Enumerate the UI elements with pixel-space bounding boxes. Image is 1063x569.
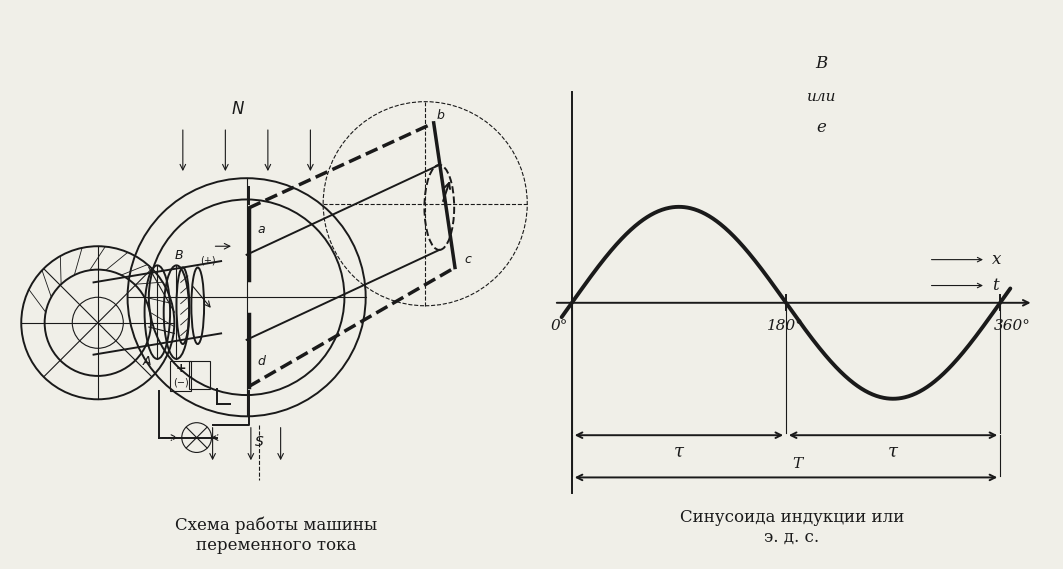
Text: (+): (+) (201, 255, 216, 265)
Text: Схема работы машины
переменного тока: Схема работы машины переменного тока (175, 517, 377, 554)
Text: t: t (992, 277, 998, 294)
Text: е: е (816, 119, 827, 136)
Text: или: или (807, 90, 837, 104)
Text: B: B (174, 249, 183, 262)
Bar (170, 361, 191, 391)
Text: x: x (992, 251, 1001, 268)
Text: b: b (436, 109, 444, 122)
Text: (−): (−) (173, 378, 188, 387)
Text: В: В (815, 55, 828, 72)
Text: c: c (465, 253, 471, 266)
Bar (189, 361, 210, 389)
Text: τ: τ (674, 442, 684, 460)
Text: 360°: 360° (994, 319, 1031, 333)
Text: τ: τ (888, 442, 898, 460)
Text: 180°: 180° (767, 319, 804, 333)
Text: +: + (175, 362, 186, 374)
Text: S: S (255, 435, 264, 449)
Text: N: N (232, 100, 244, 118)
Text: Синусоида индукции или
э. д. с.: Синусоида индукции или э. д. с. (679, 509, 905, 546)
Text: d: d (257, 355, 266, 368)
Text: A: A (142, 355, 151, 368)
Text: T: T (792, 457, 803, 471)
Text: 0°: 0° (551, 319, 568, 333)
Text: a: a (257, 224, 266, 237)
